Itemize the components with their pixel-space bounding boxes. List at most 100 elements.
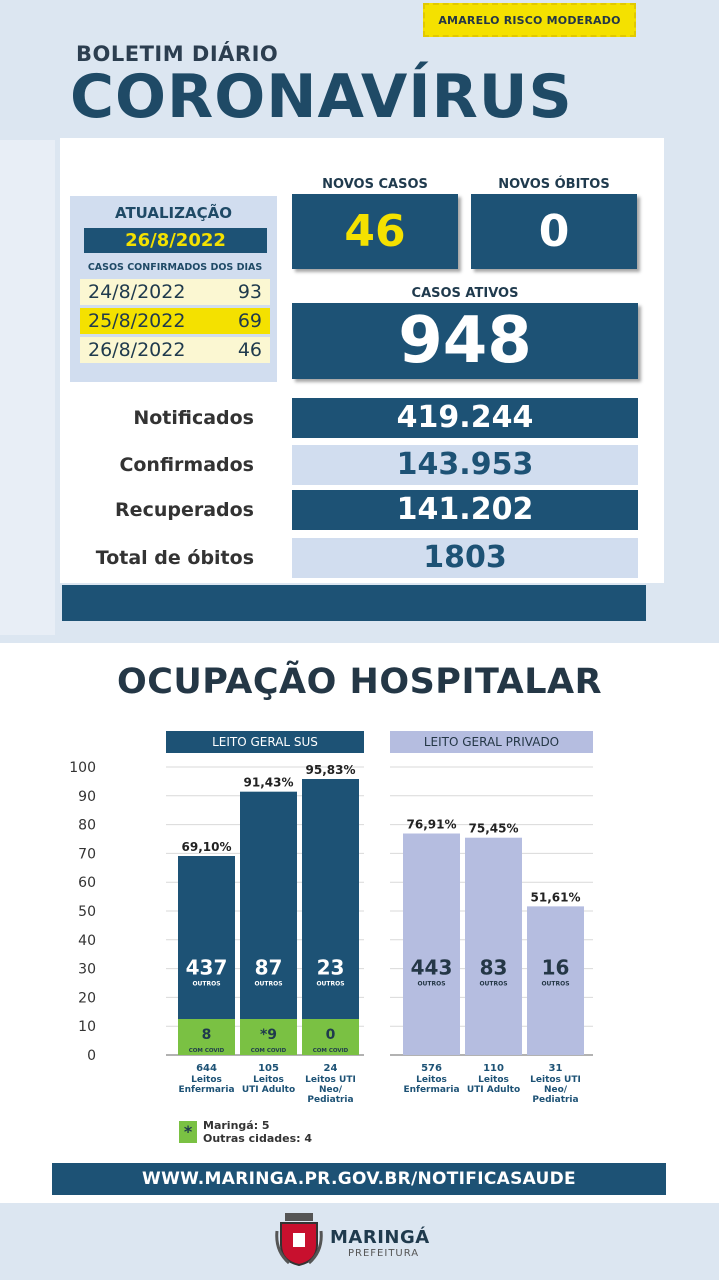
day-value: 93 (237, 281, 262, 303)
bulletin-subtitle: BOLETIM DIÁRIO (76, 42, 279, 66)
category-label: Leitos (416, 1075, 447, 1085)
day-row: 24/8/2022 93 (80, 279, 270, 305)
category-label: Leitos (253, 1075, 284, 1085)
y-tick-label: 70 (78, 846, 96, 862)
y-tick-label: 20 (78, 990, 96, 1006)
covid-value: 0 (326, 1027, 336, 1043)
outros-label: OUTROS (417, 981, 445, 988)
category-label: Pediatria (307, 1095, 353, 1105)
private-group-header: LEITO GERAL PRIVADO (390, 731, 593, 753)
category-label: Pediatria (532, 1095, 578, 1105)
day-row: 25/8/2022 69 (80, 308, 270, 334)
new-deaths-label: NOVOS ÓBITOS (498, 177, 610, 192)
active-cases-value: 948 (292, 303, 638, 379)
day-date: 26/8/2022 (88, 339, 186, 361)
category-label: UTI Adulto (242, 1085, 295, 1095)
new-deaths-value: 0 (471, 194, 637, 269)
total-label: Confirmados (119, 454, 254, 476)
outros-label: OUTROS (254, 981, 282, 988)
outros-label: OUTROS (316, 981, 344, 988)
bed-count: 644 (196, 1063, 217, 1074)
covid-segment (178, 1019, 235, 1055)
update-date: 26/8/2022 (84, 228, 267, 253)
y-tick-label: 40 (78, 933, 96, 949)
city-crest-icon (275, 1213, 323, 1267)
y-tick-label: 0 (87, 1048, 96, 1064)
covid-value: 8 (202, 1027, 212, 1043)
brand-sub: PREFEITURA (348, 1248, 420, 1259)
outros-label: OUTROS (192, 981, 220, 988)
covid-segment (302, 1019, 359, 1055)
percent-label: 76,91% (407, 817, 457, 831)
category-label: Neo/ (319, 1085, 343, 1095)
y-tick-label: 90 (78, 789, 96, 805)
percent-label: 75,45% (469, 822, 519, 836)
legend-line-others: Outras cidades: 4 (203, 1132, 313, 1145)
category-label: Enfermaria (403, 1085, 459, 1095)
total-value: 141.202 (292, 490, 638, 530)
covid-label: COM COVID (251, 1048, 287, 1054)
percent-label: 91,43% (244, 776, 294, 790)
bed-count: 105 (258, 1063, 279, 1074)
day-value: 46 (237, 339, 262, 361)
bar (240, 791, 297, 1055)
total-label: Notificados (133, 407, 254, 429)
risk-level-badge: AMARELO RISCO MODERADO (423, 3, 636, 37)
side-decoration (0, 140, 55, 635)
y-tick-label: 30 (78, 962, 96, 978)
day-value: 69 (237, 310, 262, 332)
asterisk-icon: * (179, 1121, 197, 1143)
update-label: ATUALIZAÇÃO (115, 204, 232, 222)
covid-label: COM COVID (313, 1048, 349, 1054)
brand-name: MARINGÁ (330, 1227, 430, 1248)
y-tick-label: 100 (69, 760, 96, 776)
total-label: Recuperados (115, 499, 254, 521)
outros-value: 87 (255, 956, 283, 980)
y-tick-label: 80 (78, 818, 96, 834)
bulletin-title: CORONAVÍRUS (70, 62, 573, 132)
day-date: 25/8/2022 (88, 310, 186, 332)
total-value: 1803 (292, 538, 638, 578)
occupancy-title: OCUPAÇÃO HOSPITALAR (116, 662, 603, 702)
category-label: Leitos UTI (530, 1075, 581, 1085)
percent-label: 95,83% (306, 763, 356, 777)
confirmed-days-label: CASOS CONFIRMADOS DOS DIAS (87, 262, 263, 273)
new-cases-value: 46 (292, 194, 458, 269)
bed-count: 576 (421, 1063, 442, 1074)
notification-url[interactable]: WWW.MARINGA.PR.GOV.BR/NOTIFICASAUDE (52, 1163, 666, 1195)
day-row: 26/8/2022 46 (80, 337, 270, 363)
bar (527, 906, 584, 1055)
bar (302, 779, 359, 1055)
y-tick-label: 60 (78, 875, 96, 891)
total-label: Total de óbitos (95, 547, 254, 569)
active-cases-label: CASOS ATIVOS (411, 286, 519, 301)
outros-value: 16 (542, 956, 570, 980)
bed-count: 24 (324, 1063, 338, 1074)
covid-value: *9 (260, 1027, 277, 1043)
y-tick-label: 10 (78, 1019, 96, 1035)
total-value: 143.953 (292, 445, 638, 485)
covid-legend: Maringá: 5 Outras cidades: 4 (203, 1119, 312, 1145)
category-label: Neo/ (544, 1085, 568, 1095)
outros-value: 443 (411, 956, 453, 980)
category-label: Enfermaria (178, 1085, 234, 1095)
outros-value: 23 (317, 956, 345, 980)
bed-count: 31 (549, 1063, 563, 1074)
covid-label: COM COVID (189, 1048, 225, 1054)
bed-count: 110 (483, 1063, 504, 1074)
outros-label: OUTROS (479, 981, 507, 988)
percent-label: 69,10% (182, 840, 232, 854)
stats-footer-bar (62, 585, 646, 621)
category-label: Leitos (191, 1075, 222, 1085)
outros-value: 437 (186, 956, 228, 980)
covid-segment (240, 1019, 297, 1055)
new-cases-label: NOVOS CASOS (322, 177, 428, 192)
total-value: 419.244 (292, 398, 638, 438)
y-tick-label: 50 (78, 904, 96, 920)
bar (403, 833, 460, 1055)
category-label: Leitos UTI (305, 1075, 356, 1085)
outros-label: OUTROS (541, 981, 569, 988)
category-label: UTI Adulto (467, 1085, 520, 1095)
day-date: 24/8/2022 (88, 281, 186, 303)
